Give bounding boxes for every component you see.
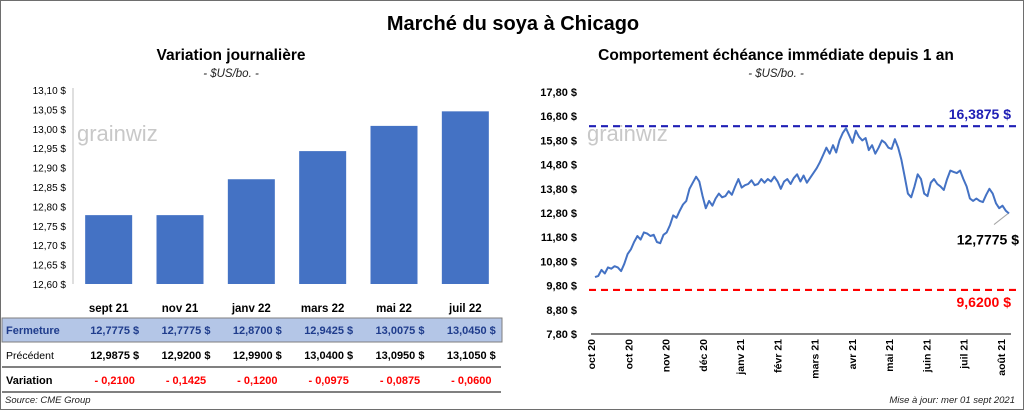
x-tick-label: oct 20 [623, 339, 635, 370]
x-tick-label: mars 22 [301, 303, 344, 315]
y-tick-label: 12,80 $ [33, 202, 67, 213]
y-tick-label: 9,80 $ [546, 281, 577, 293]
table-cell: - 0,1425 [166, 375, 206, 387]
table-cell: 12,9900 $ [233, 350, 282, 362]
left-bar-chart: grainwiz 12,60 $ 12,65 $ 12,70 $ 12,75 $ 12,8… [1, 86, 503, 393]
reference-label: 9,6200 $ [957, 294, 1012, 310]
x-tick-label: nov 20 [661, 339, 673, 372]
table-cell: - 0,1200 [237, 375, 277, 387]
table-cell: - 0,0975 [308, 375, 348, 387]
table-cell: 12,8700 $ [233, 325, 282, 337]
y-tick-label: 12,85 $ [33, 183, 67, 194]
x-tick-label: juil 21 [959, 339, 971, 370]
bar [299, 151, 347, 284]
x-tick-label: avr 21 [847, 339, 859, 370]
bar [227, 179, 275, 284]
table-cell: 12,9200 $ [162, 350, 211, 362]
y-tick-label: 13,05 $ [33, 105, 67, 116]
y-tick-label: 8,80 $ [546, 305, 577, 317]
x-tick-label: mai 21 [884, 339, 896, 372]
table-row-label: Variation [6, 375, 53, 387]
left-chart-unit: - $US/bo. - [203, 68, 259, 80]
table-cell: 12,9425 $ [304, 325, 353, 337]
y-tick-label: 12,60 $ [33, 280, 67, 291]
x-tick-label: janv 21 [735, 339, 747, 376]
price-series-line [594, 127, 1010, 279]
table-cell: - 0,0875 [380, 375, 420, 387]
source-note: Source: CME Group [5, 395, 91, 406]
y-tick-label: 13,00 $ [33, 125, 67, 136]
bar [156, 215, 204, 284]
left-chart-title: Variation journalière [156, 47, 306, 64]
right-chart-unit: - $US/bo. - [748, 68, 804, 80]
x-tick-label: sept 21 [89, 303, 129, 315]
bar [441, 111, 489, 284]
y-tick-label: 10,80 $ [540, 256, 577, 268]
table-cell: 12,7775 $ [90, 325, 139, 337]
reference-label: 16,3875 $ [949, 106, 1011, 122]
table-cell: 13,0400 $ [304, 350, 353, 362]
y-tick-label: 12,95 $ [33, 144, 67, 155]
x-tick-label: juil 22 [448, 303, 482, 315]
right-chart-title: Comportement échéance immédiate depuis 1… [598, 47, 954, 64]
bar [85, 215, 133, 284]
table-row-label: Fermeture [6, 325, 60, 337]
table-cell: 13,0450 $ [447, 325, 496, 337]
bar [370, 125, 418, 284]
x-tick-label: oct 20 [586, 339, 598, 370]
y-tick-label: 16,80 $ [540, 111, 577, 123]
table-cell: 12,9875 $ [90, 350, 139, 362]
y-tick-label: 12,65 $ [33, 261, 67, 272]
update-note: Mise à jour: mer 01 sept 2021 [889, 395, 1015, 406]
table-row-label: Précédent [6, 350, 54, 362]
x-tick-label: janv 22 [231, 303, 271, 315]
table-cell: - 0,2100 [94, 375, 134, 387]
y-tick-label: 11,80 $ [541, 232, 577, 244]
y-tick-label: 12,80 $ [540, 208, 577, 220]
y-tick-label: 13,80 $ [540, 184, 577, 196]
y-tick-label: 12,70 $ [33, 241, 67, 252]
table-cell: 13,0075 $ [376, 325, 425, 337]
table-row-bg [1, 317, 503, 343]
x-tick-label: mars 21 [810, 339, 822, 379]
table-cell: - 0,0600 [451, 375, 491, 387]
watermark: grainwiz [77, 121, 158, 146]
right-line-chart: grainwiz 7,80 $ 8,80 $ 9,80 $ 10,80 $ 11,80 $… [540, 87, 1019, 379]
x-tick-label: févr 21 [772, 339, 784, 373]
y-tick-label: 12,75 $ [33, 222, 67, 233]
table-cell: 13,0950 $ [376, 350, 425, 362]
y-tick-label: 14,80 $ [540, 160, 577, 172]
callout-leader [993, 213, 1009, 225]
y-tick-label: 17,80 $ [540, 87, 577, 99]
table-cell: 13,1050 $ [447, 350, 496, 362]
main-title: Marché du soya à Chicago [386, 13, 640, 35]
x-tick-label: déc 20 [698, 339, 710, 372]
last-value-label: 12,7775 $ [957, 232, 1019, 248]
y-tick-label: 7,80 $ [546, 329, 577, 341]
x-tick-label: juin 21 [921, 339, 933, 373]
x-tick-label: nov 21 [162, 303, 199, 315]
x-tick-label: août 21 [996, 339, 1008, 376]
x-tick-label: mai 22 [376, 303, 412, 315]
y-tick-label: 12,90 $ [33, 164, 67, 175]
table-cell: 12,7775 $ [162, 325, 211, 337]
y-tick-label: 15,80 $ [540, 135, 577, 147]
y-tick-label: 13,10 $ [33, 86, 67, 97]
watermark: grainwiz [587, 121, 668, 146]
